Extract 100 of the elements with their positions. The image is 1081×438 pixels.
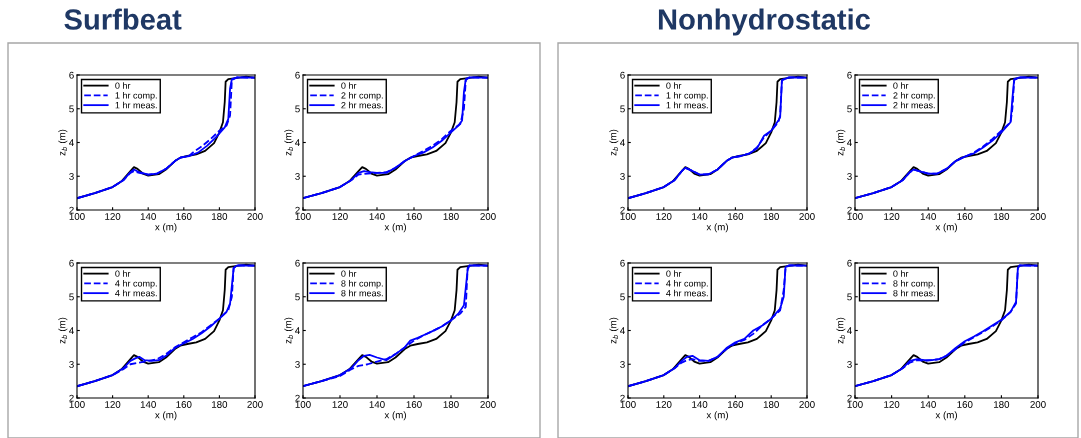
x-tick-label: 200: [1030, 213, 1046, 220]
y-axis-title: z$_{b}$ (m): [284, 317, 294, 344]
legend-label: 8 hr meas.: [341, 289, 383, 297]
x-tick-label: 200: [1030, 401, 1046, 408]
y-tick-label: 4: [69, 139, 74, 147]
chart-title: Nonhydrostatic: [658, 8, 871, 36]
x-tick-label: 100: [620, 213, 636, 220]
y-tick-label: 4: [295, 139, 300, 147]
legend-label: 1 hr meas.: [666, 101, 708, 109]
y-tick-label: 5: [847, 105, 852, 113]
x-tick-label: 180: [994, 213, 1010, 220]
y-tick-label: 4: [620, 327, 625, 335]
legend-label: 0 hr: [115, 82, 131, 89]
x-tick-label: 160: [176, 401, 192, 408]
y-tick-label: 6: [620, 259, 625, 267]
x-tick-label: 160: [957, 213, 973, 220]
legend-label: 1 hr comp.: [115, 91, 157, 101]
y-tick-label: 4: [847, 139, 852, 147]
y-tick-label: 6: [69, 259, 74, 267]
legend-label: 1 hr meas.: [115, 101, 157, 109]
x-tick-label: 200: [799, 213, 815, 220]
x-tick-label: 100: [295, 213, 311, 220]
x-tick-label: 140: [920, 213, 936, 220]
x-tick-label: 200: [247, 213, 263, 220]
y-tick-label: 3: [69, 172, 74, 180]
x-tick-label: 100: [620, 401, 636, 408]
y-tick-label: 6: [295, 259, 300, 267]
y-tick-label: 3: [620, 172, 625, 180]
legend-label: 4 hr meas.: [666, 289, 708, 297]
x-axis-title: x (m): [155, 411, 177, 421]
y-tick-label: 2: [620, 394, 625, 402]
x-tick-label: 160: [406, 213, 422, 220]
legend-label: 4 hr comp.: [115, 279, 157, 289]
y-tick-label: 5: [847, 293, 852, 301]
y-tick-label: 4: [295, 327, 300, 335]
x-tick-label: 140: [369, 401, 385, 408]
x-tick-label: 140: [140, 401, 156, 408]
y-tick-label: 5: [620, 105, 625, 113]
y-tick-label: 3: [295, 360, 300, 368]
x-tick-label: 120: [105, 401, 121, 408]
x-tick-label: 160: [406, 401, 422, 408]
x-tick-label: 180: [763, 401, 779, 408]
x-axis-title: x (m): [935, 411, 957, 421]
x-tick-label: 160: [957, 401, 973, 408]
x-tick-label: 180: [443, 401, 459, 408]
x-tick-label: 160: [176, 213, 192, 220]
x-tick-label: 100: [69, 401, 85, 408]
y-axis-title: z$_{b}$ (m): [609, 317, 619, 344]
legend-label: 0 hr: [893, 82, 909, 89]
legend-label: 4 hr meas.: [115, 289, 157, 297]
legend-label: 8 hr meas.: [893, 289, 935, 297]
y-tick-label: 5: [295, 293, 300, 301]
x-tick-label: 100: [295, 401, 311, 408]
x-tick-label: 200: [799, 401, 815, 408]
y-tick-label: 3: [847, 172, 852, 180]
y-tick-label: 2: [69, 206, 74, 214]
y-tick-label: 3: [295, 172, 300, 180]
x-tick-label: 180: [763, 213, 779, 220]
y-axis-title: z$_{b}$ (m): [284, 129, 294, 156]
x-axis-title: x (m): [706, 223, 728, 233]
y-axis-title: z$_{b}$ (m): [58, 317, 68, 344]
y-tick-label: 2: [295, 394, 300, 402]
legend-label: 0 hr: [341, 270, 357, 277]
y-tick-label: 6: [847, 259, 852, 267]
y-tick-label: 4: [620, 139, 625, 147]
x-tick-label: 120: [656, 213, 672, 220]
y-tick-label: 2: [620, 206, 625, 214]
legend-label: 0 hr: [341, 82, 357, 89]
y-tick-label: 5: [295, 105, 300, 113]
x-tick-label: 120: [656, 401, 672, 408]
x-tick-label: 120: [332, 401, 348, 408]
legend-label: 1 hr comp.: [666, 91, 708, 101]
x-tick-label: 160: [728, 401, 744, 408]
x-tick-label: 140: [920, 401, 936, 408]
legend-label: 2 hr meas.: [341, 101, 383, 109]
y-tick-label: 3: [620, 360, 625, 368]
x-tick-label: 140: [369, 213, 385, 220]
y-axis-title: z$_{b}$ (m): [609, 129, 619, 156]
x-tick-label: 200: [480, 213, 496, 220]
y-axis-title: z$_{b}$ (m): [836, 317, 846, 344]
y-tick-label: 5: [620, 293, 625, 301]
y-tick-label: 6: [847, 71, 852, 79]
y-tick-label: 2: [69, 394, 74, 402]
y-tick-label: 2: [847, 394, 852, 402]
y-tick-label: 4: [847, 327, 852, 335]
x-axis-title: x (m): [706, 411, 728, 421]
x-tick-label: 120: [884, 401, 900, 408]
chart-title: Surfbeat: [64, 8, 182, 30]
x-tick-label: 180: [994, 401, 1010, 408]
legend-label: 2 hr meas.: [893, 101, 935, 109]
x-tick-label: 100: [69, 213, 85, 220]
y-axis-title: z$_{b}$ (m): [836, 129, 846, 156]
x-tick-label: 140: [692, 213, 708, 220]
x-axis-title: x (m): [935, 223, 957, 233]
y-tick-label: 2: [847, 206, 852, 214]
y-tick-label: 5: [69, 293, 74, 301]
x-tick-label: 180: [212, 401, 228, 408]
x-axis-title: x (m): [155, 223, 177, 233]
x-tick-label: 180: [212, 213, 228, 220]
y-axis-title: z$_{b}$ (m): [58, 129, 68, 156]
